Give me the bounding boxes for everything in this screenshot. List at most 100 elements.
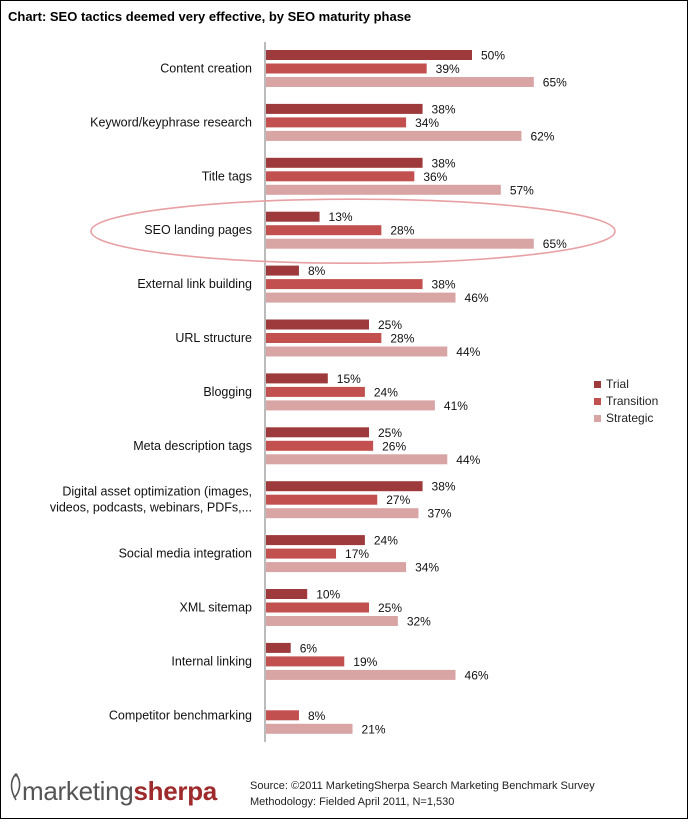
data-label: 65% [543, 76, 567, 90]
methodology-line: Methodology: Fielded April 2011, N=1,530 [250, 796, 455, 808]
bar-trial [266, 211, 320, 222]
chart-title: Chart: SEO tactics deemed very effective… [8, 9, 412, 24]
data-label: 44% [456, 345, 480, 359]
legend-label-transition: Transition [606, 394, 658, 408]
data-label: 36% [423, 170, 447, 184]
category-label: Competitor benchmarking [109, 708, 252, 722]
bar-strategic [266, 616, 398, 626]
category-label: SEO landing pages [144, 223, 252, 237]
data-label: 34% [415, 116, 439, 130]
bar-strategic [266, 130, 522, 141]
category-label: Title tags [202, 169, 252, 183]
bar-transition [266, 656, 345, 667]
data-label: 17% [345, 547, 369, 561]
bar-trial [266, 427, 369, 438]
data-label: 25% [378, 601, 402, 615]
category-label: videos, podcasts, webinars, PDFs,... [50, 501, 252, 515]
bar-strategic [266, 346, 448, 357]
source-note: Source: ©2011 MarketingSherpa Search Mar… [250, 778, 595, 810]
data-label: 57% [510, 183, 534, 197]
bar-trial [266, 535, 365, 546]
bar-transition [266, 494, 378, 505]
data-label: 28% [390, 224, 414, 238]
data-label: 25% [378, 426, 402, 440]
bar-transition [266, 548, 337, 559]
data-label: 8% [308, 264, 326, 278]
data-label: 39% [436, 62, 460, 76]
bar-trial [266, 589, 308, 599]
data-label: 38% [432, 102, 456, 116]
data-label: 25% [378, 318, 402, 332]
data-label: 26% [382, 439, 406, 453]
data-label: 46% [465, 291, 489, 305]
bar-strategic [266, 238, 534, 249]
category-label: Content creation [160, 62, 252, 76]
data-label: 24% [374, 534, 398, 548]
bar-trial [266, 319, 369, 330]
data-label: 38% [432, 156, 456, 170]
bar-transition [266, 171, 415, 182]
data-label: 8% [308, 709, 326, 723]
bar-transition [266, 386, 365, 397]
bar-transition [266, 63, 427, 74]
bar-transition [266, 333, 382, 343]
category-label: URL structure [175, 331, 252, 345]
category-label: External link building [137, 277, 252, 291]
bar-strategic [266, 292, 456, 303]
data-label: 32% [407, 615, 431, 629]
data-label: 50% [481, 49, 505, 63]
highlight-ellipse [90, 198, 616, 264]
bar-trial [266, 50, 472, 60]
category-label: Digital asset optimization (images, [62, 485, 252, 499]
logo-part-marketing: marketing [22, 776, 134, 806]
bar-transition [266, 279, 423, 290]
data-label: 65% [543, 237, 567, 251]
bar-strategic [266, 184, 501, 195]
bar-transition [266, 117, 407, 128]
bar-trial [266, 642, 291, 653]
legend-swatch-trial [594, 381, 601, 388]
category-label: Keyword/keyphrase research [90, 115, 252, 129]
bar-trial [266, 157, 423, 168]
data-label: 21% [362, 722, 386, 736]
legend-swatch-strategic [594, 415, 601, 422]
bar-transition [266, 225, 382, 236]
category-label: Internal linking [171, 654, 252, 668]
data-label: 6% [300, 641, 318, 655]
data-label: 62% [530, 129, 554, 143]
logo-part-sherpa: sherpa [133, 776, 217, 806]
category-label: Social media integration [119, 547, 252, 561]
bar-transition [266, 440, 374, 451]
sherpa-swirl-icon [10, 773, 21, 801]
category-label: Meta description tags [133, 439, 252, 453]
bar-transition [266, 710, 299, 721]
data-label: 13% [329, 210, 353, 224]
bar-trial [266, 103, 423, 114]
data-label: 46% [465, 668, 489, 682]
category-label: XML sitemap [180, 601, 253, 615]
data-label: 10% [316, 588, 340, 602]
bar-strategic [266, 508, 419, 519]
data-label: 28% [390, 332, 414, 346]
bar-strategic [266, 562, 407, 573]
bar-strategic [266, 723, 353, 734]
data-label: 34% [415, 561, 439, 575]
bar-trial [266, 373, 328, 384]
bar-strategic [266, 400, 435, 411]
data-label: 19% [353, 655, 377, 669]
data-label: 38% [432, 480, 456, 494]
legend-label-trial: Trial [606, 377, 629, 391]
legend-label-strategic: Strategic [606, 411, 653, 425]
category-label: Blogging [203, 385, 252, 399]
bar-strategic [266, 454, 448, 465]
bar-strategic [266, 77, 534, 87]
bar-trial [266, 265, 299, 276]
bar-transition [266, 602, 369, 613]
bar-trial [266, 481, 423, 492]
data-label: 15% [337, 372, 361, 386]
data-label: 27% [386, 493, 410, 507]
legend-swatch-transition [594, 398, 601, 405]
data-label: 37% [427, 507, 451, 521]
data-label: 41% [444, 399, 468, 413]
